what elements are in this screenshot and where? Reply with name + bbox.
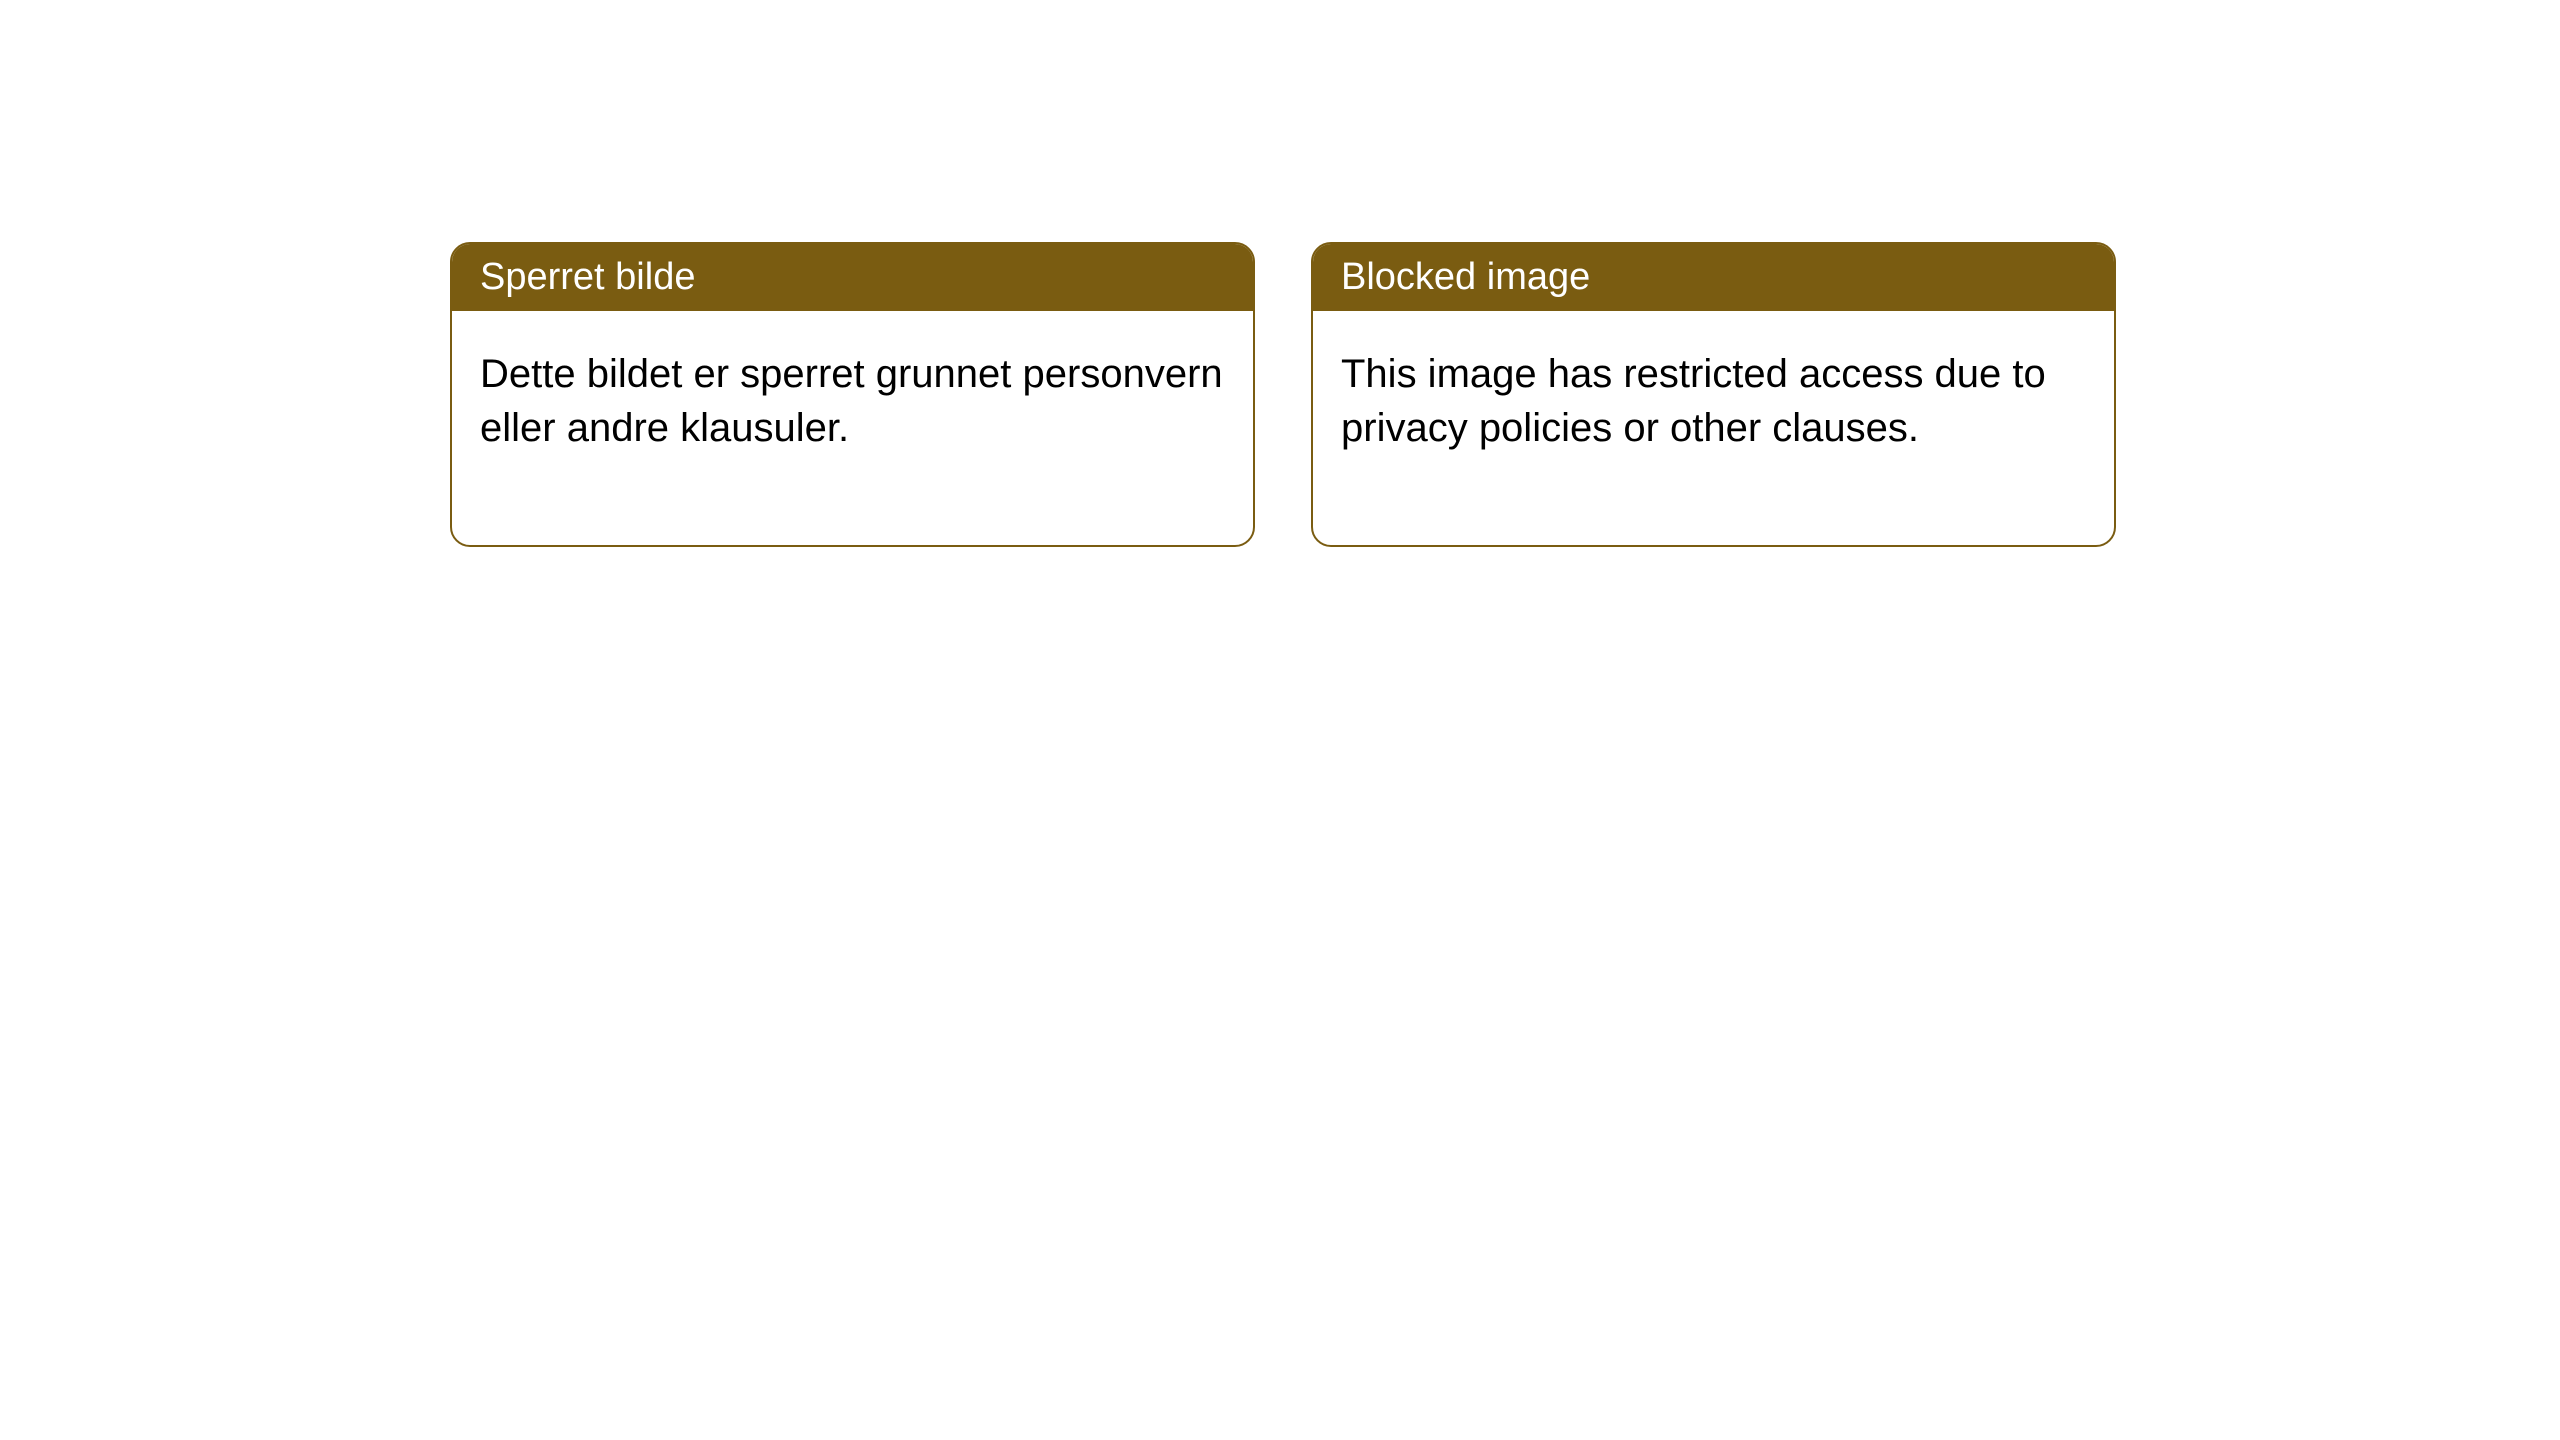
notice-container: Sperret bilde Dette bildet er sperret gr… [450,242,2116,547]
notice-title: Blocked image [1341,256,1590,298]
notice-message: This image has restricted access due to … [1341,352,2046,450]
notice-title: Sperret bilde [480,256,695,298]
notice-header: Sperret bilde [452,244,1253,311]
notice-body: Dette bildet er sperret grunnet personve… [452,311,1253,545]
notice-card-english: Blocked image This image has restricted … [1311,242,2116,547]
notice-header: Blocked image [1313,244,2114,311]
notice-body: This image has restricted access due to … [1313,311,2114,545]
notice-card-norwegian: Sperret bilde Dette bildet er sperret gr… [450,242,1255,547]
notice-message: Dette bildet er sperret grunnet personve… [480,352,1223,450]
